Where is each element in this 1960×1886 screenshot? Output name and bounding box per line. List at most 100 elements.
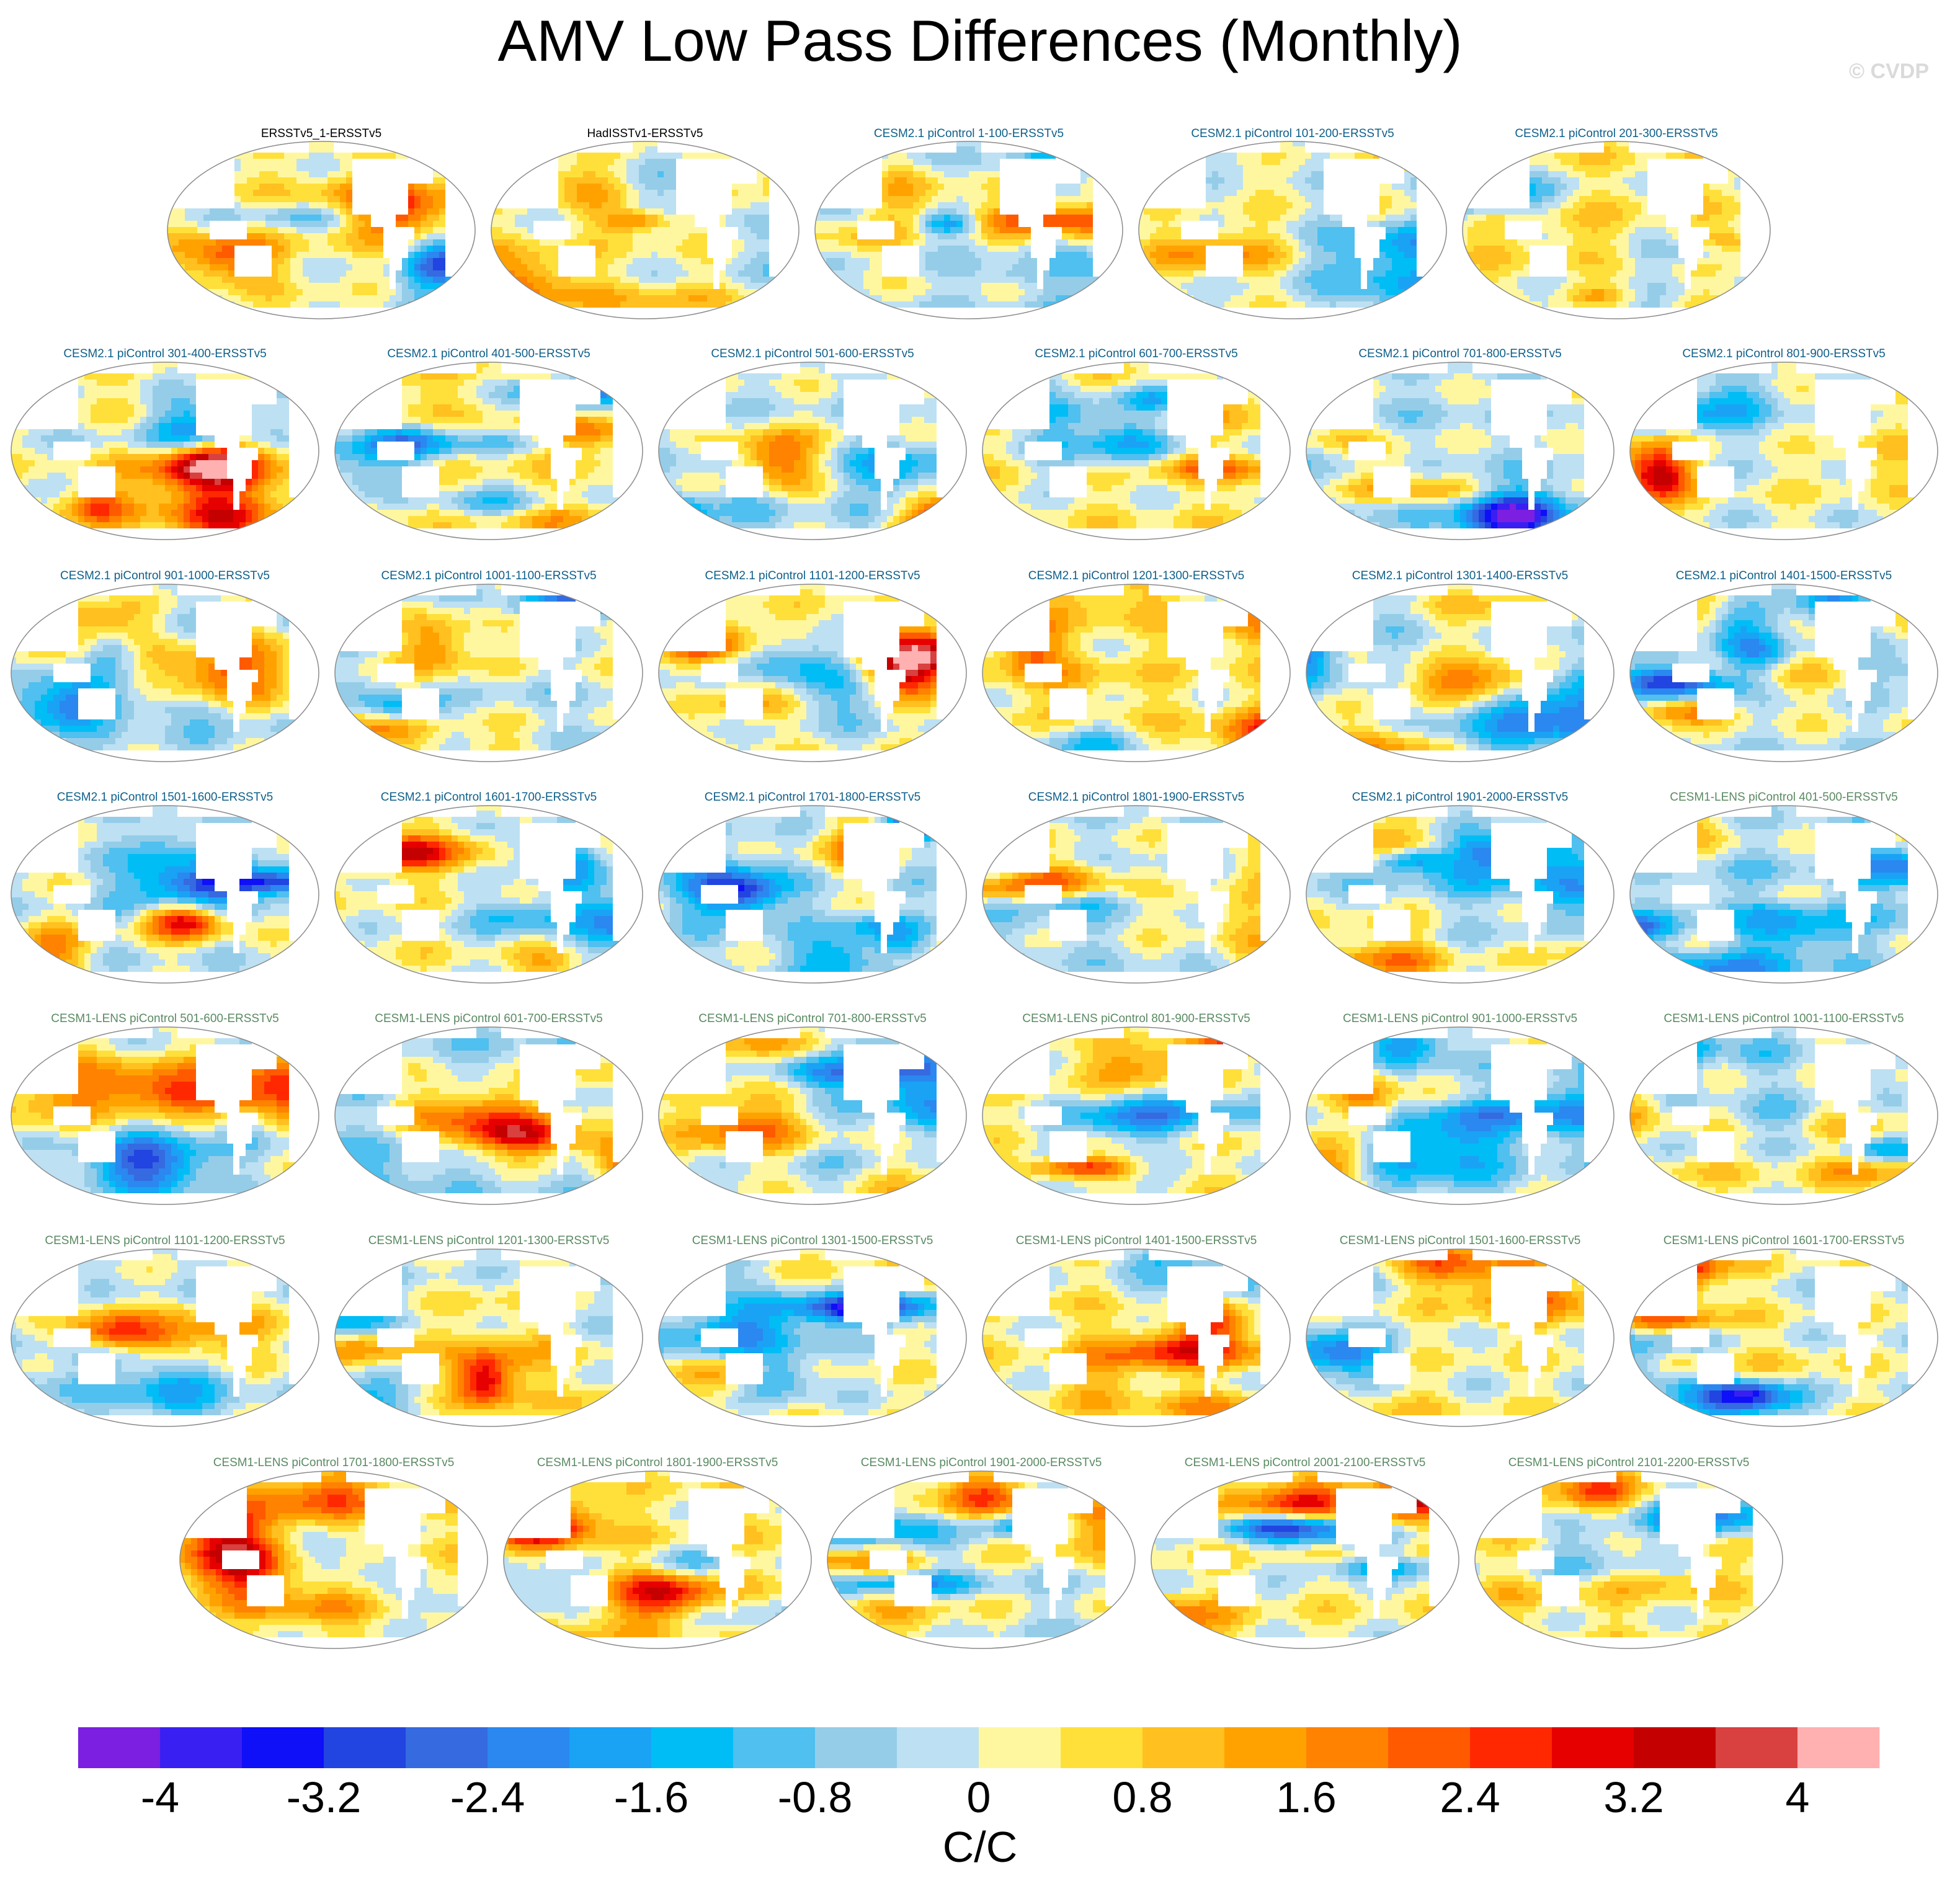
field-cell: [670, 264, 677, 271]
land-cell: [1311, 146, 1318, 153]
field-cell: [1243, 277, 1250, 283]
field-cell: [433, 177, 440, 184]
field-cell: [664, 171, 670, 178]
land-cell: [1200, 233, 1206, 240]
field-cell: [975, 196, 982, 203]
land-cell: [1348, 208, 1355, 215]
field-cell: [1062, 252, 1069, 259]
land-cell: [775, 221, 782, 228]
field-cell: [1293, 301, 1299, 308]
land-cell: [788, 215, 795, 221]
field-cell: [832, 246, 839, 252]
field-cell: [583, 233, 590, 240]
land-cell: [1224, 246, 1231, 252]
field-cell: [309, 184, 316, 190]
field-cell: [247, 233, 254, 240]
field-cell: [396, 270, 403, 277]
land-cell: [1299, 308, 1306, 314]
land-cell: [944, 308, 951, 314]
land-cell: [775, 215, 782, 221]
field-cell: [1286, 190, 1293, 197]
land-cell: [944, 314, 951, 319]
field-cell: [608, 289, 615, 296]
field-cell: [1249, 171, 1256, 178]
land-cell: [365, 202, 372, 209]
land-cell: [626, 141, 633, 147]
land-cell: [1231, 270, 1237, 277]
land-cell: [1093, 208, 1100, 215]
field-cell: [950, 221, 957, 228]
field-cell: [707, 264, 714, 271]
land-cell: [1441, 227, 1446, 234]
field-cell: [1181, 258, 1188, 265]
field-cell: [552, 277, 559, 283]
field-cell: [1585, 171, 1592, 178]
land-cell: [950, 141, 957, 147]
field-cell: [259, 177, 266, 184]
field-cell: [315, 190, 322, 197]
field-cell: [421, 221, 427, 228]
field-cell: [657, 270, 664, 277]
land-cell: [402, 252, 409, 259]
field-cell: [1305, 184, 1312, 190]
field-cell: [334, 165, 341, 172]
land-cell: [907, 252, 914, 259]
land-cell: [241, 221, 247, 228]
land-cell: [1517, 190, 1524, 197]
field-cell: [639, 227, 646, 234]
field-cell: [1604, 171, 1611, 178]
land-cell: [402, 159, 409, 166]
land-cell: [1099, 227, 1106, 234]
field-cell: [496, 221, 503, 228]
field-cell: [1392, 233, 1399, 240]
land-cell: [1187, 165, 1194, 172]
field-cell: [757, 171, 764, 178]
field-cell: [334, 246, 341, 252]
field-cell: [1018, 289, 1025, 296]
land-cell: [359, 171, 365, 178]
field-cell: [1062, 239, 1069, 246]
field-cell: [832, 208, 839, 215]
land-cell: [371, 177, 378, 184]
land-cell: [1324, 308, 1330, 314]
field-cell: [253, 239, 260, 246]
field-cell: [695, 246, 702, 252]
land-cell: [1417, 190, 1423, 197]
field-cell: [1243, 165, 1250, 172]
field-cell: [509, 258, 515, 265]
land-cell: [371, 146, 378, 153]
field-cell: [1025, 264, 1031, 271]
field-cell: [589, 202, 596, 209]
field-cell: [1018, 153, 1025, 159]
field-cell: [633, 153, 639, 159]
field-cell: [1361, 289, 1368, 296]
land-cell: [210, 202, 216, 209]
land-cell: [1056, 227, 1062, 234]
field-cell: [1392, 196, 1399, 203]
field-cell: [950, 165, 957, 172]
field-cell: [763, 270, 770, 277]
land-cell: [882, 264, 889, 271]
field-cell: [1567, 165, 1574, 172]
land-cell: [1373, 171, 1380, 178]
field-cell: [1616, 146, 1623, 153]
field-cell: [421, 264, 427, 271]
field-cell: [1561, 184, 1567, 190]
land-cell: [1099, 246, 1106, 252]
field-cell: [1280, 221, 1287, 228]
field-cell: [571, 184, 577, 190]
field-cell: [346, 301, 353, 308]
field-cell: [315, 159, 322, 166]
land-cell: [1709, 171, 1716, 178]
land-cell: [377, 196, 384, 203]
field-cell: [546, 295, 553, 302]
land-cell: [247, 258, 254, 265]
field-cell: [1604, 165, 1611, 172]
land-cell: [1093, 215, 1100, 221]
field-cell: [1330, 270, 1337, 277]
land-cell: [1187, 202, 1194, 209]
field-cell: [732, 208, 739, 215]
land-cell: [340, 146, 347, 153]
field-cell: [888, 301, 895, 308]
field-cell: [981, 246, 988, 252]
